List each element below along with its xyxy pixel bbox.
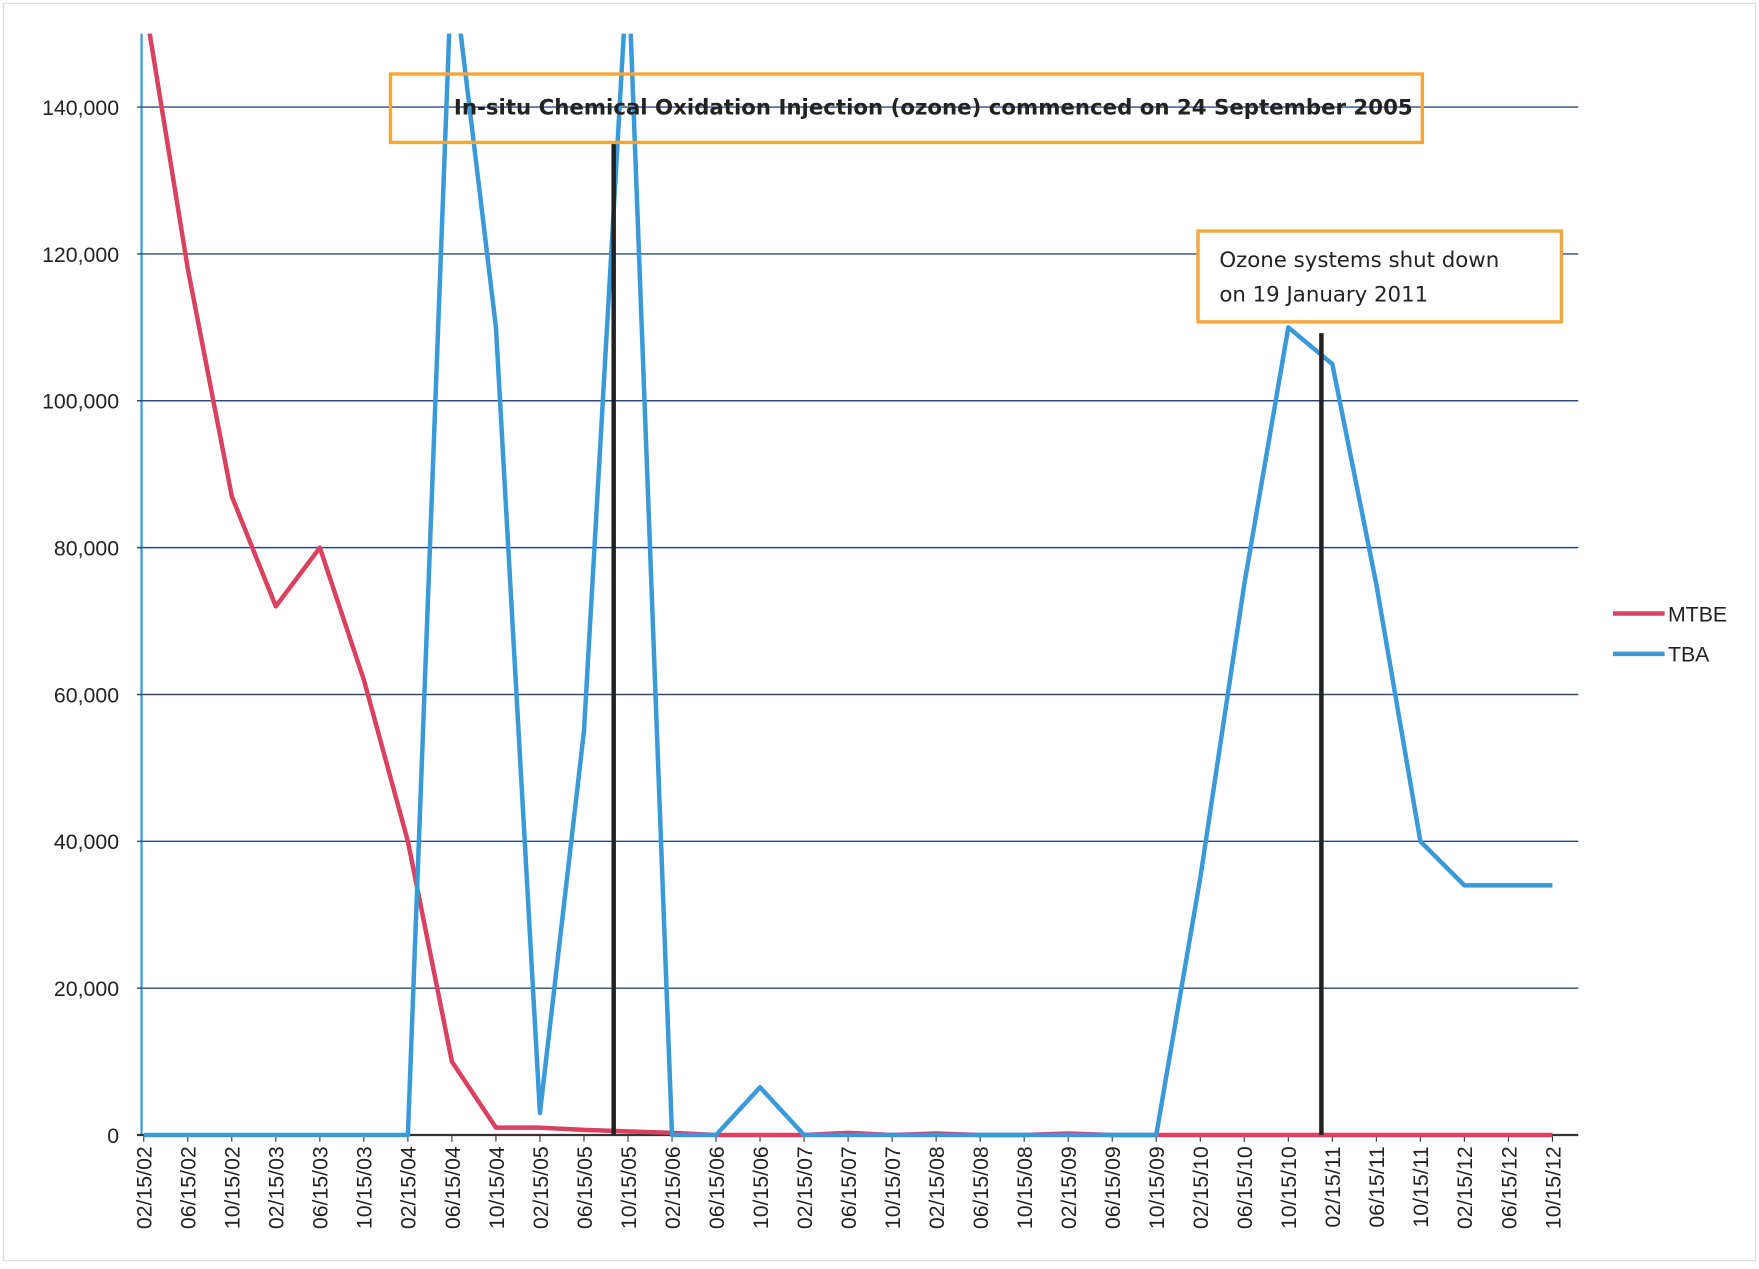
x-tick-label: 02/15/10 [1189,1146,1213,1229]
x-tick-label: 06/15/05 [573,1146,597,1229]
x-tick-label: 10/15/02 [221,1146,245,1229]
x-tick-label: 02/15/08 [925,1146,949,1229]
legend-label: MTBE [1668,602,1727,626]
x-tick-label: 06/15/09 [1101,1146,1125,1229]
x-tick-label: 10/15/12 [1541,1146,1565,1229]
annotation: on 19 January 2011 [1219,283,1428,308]
annotation-box [1196,229,1564,324]
x-tick-label: 10/15/03 [353,1146,377,1229]
x-tick-label: 06/15/02 [177,1146,201,1229]
x-tick-label: 06/15/12 [1497,1146,1521,1229]
x-tick-label: 02/15/07 [793,1146,817,1229]
x-tick-label: 10/15/09 [1145,1146,1169,1229]
y-tick-label: 140,000 [42,96,119,120]
x-tick-label: 02/15/03 [265,1146,289,1229]
annotation: Ozone systems shut down [1219,248,1499,273]
x-tick-label: 02/15/12 [1453,1146,1477,1229]
x-tick-label: 06/15/06 [705,1146,729,1229]
x-tick-label: 10/15/06 [749,1146,773,1229]
x-tick-label: 02/15/05 [529,1146,553,1229]
annotation: In-situ Chemical Oxidation Injection (oz… [454,95,1413,120]
y-tick-label: 80,000 [54,536,119,560]
x-tick-label: 10/15/04 [485,1146,509,1229]
x-tick-label: 02/15/11 [1321,1146,1345,1227]
data-line [147,33,1553,1138]
x-tick-label: 02/15/02 [133,1146,157,1229]
x-tick-label: 02/15/06 [661,1146,685,1229]
x-tick-label: 06/15/07 [837,1146,861,1229]
x-tick-label: 06/15/03 [309,1146,333,1229]
x-tick-label: 10/15/11 [1409,1146,1433,1227]
x-tick-label: 02/15/09 [1057,1146,1081,1229]
x-tick-label: 06/15/11 [1365,1146,1389,1227]
y-tick-label: 60,000 [54,683,119,707]
x-tick-label: 10/15/08 [1013,1146,1037,1229]
annotation-box [388,72,1425,145]
y-tick-label: 120,000 [42,243,119,267]
x-tick-label: 06/15/10 [1233,1146,1257,1229]
y-tick-label: 40,000 [54,830,119,854]
y-tick-label: 100,000 [42,390,119,414]
x-tick-label: 10/15/07 [881,1146,905,1229]
y-tick-label: 20,000 [54,977,119,1001]
x-tick-label: 10/15/05 [617,1146,641,1229]
x-tick-label: 02/15/04 [397,1146,421,1229]
data-line [143,33,1553,1138]
x-tick-label: 06/15/04 [441,1146,465,1229]
y-tick-label: 0 [107,1124,119,1148]
x-tick-label: 10/15/10 [1277,1146,1301,1229]
x-tick-label: 06/15/08 [969,1146,993,1229]
legend-label: TBA [1668,643,1710,667]
